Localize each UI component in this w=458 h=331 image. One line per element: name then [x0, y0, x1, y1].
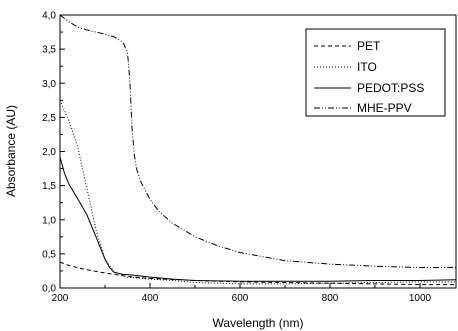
legend-label-pet: PET: [357, 39, 381, 53]
y-tick-label-3-5: 3,5: [42, 45, 56, 56]
x-tick-label-800: 800: [322, 293, 339, 304]
legend-box: [305, 28, 446, 117]
x-tick-label-400: 400: [142, 293, 159, 304]
legend-label-mhe-ppv: MHE-PPV: [357, 101, 412, 115]
series-line-mhe-ppv: [59, 14, 456, 268]
series-lines: [59, 14, 457, 286]
y-tick-label-1: 1,0: [42, 215, 56, 226]
y-tick-label-2: 2,0: [42, 147, 56, 158]
axis-ticks: 200 400 600 800 1000 0,0 0,5 1,0 1,5 2,0 2,5 3,0 3,5…: [42, 11, 431, 305]
x-axis-title: Wavelength (nm): [213, 316, 304, 330]
x-tick-label-1000: 1000: [409, 293, 432, 304]
y-tick-label-0: 0,0: [42, 284, 56, 295]
x-tick-label-200: 200: [52, 293, 69, 304]
series-line-ito: [59, 100, 456, 285]
y-tick-label-0-5: 0,5: [42, 249, 56, 260]
y-tick-label-2-5: 2,5: [42, 113, 56, 124]
y-tick-label-1-5: 1,5: [42, 181, 56, 192]
series-line-pedot-pss: [59, 156, 457, 282]
y-axis-title: Absorbance (AU): [4, 105, 18, 197]
legend-label-pedot-pss: PEDOT:PSS: [357, 81, 424, 95]
legend-label-ito: ITO: [357, 60, 377, 74]
y-tick-label-4: 4,0: [42, 11, 56, 22]
legend: PET ITO PEDOT:PSS MHE-PPV: [305, 28, 446, 117]
y-tick-label-3: 3,0: [42, 79, 56, 90]
x-tick-label-600: 600: [232, 293, 249, 304]
